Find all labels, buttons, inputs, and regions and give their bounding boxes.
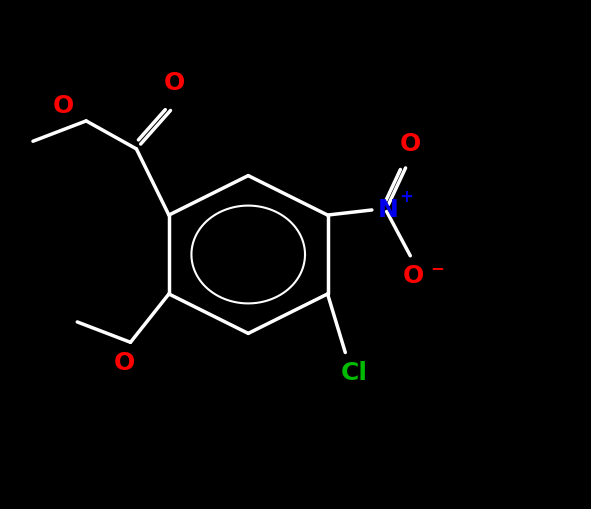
Text: +: + [399, 188, 413, 206]
Text: −: − [430, 260, 444, 277]
Text: N: N [378, 198, 399, 222]
Text: O: O [402, 264, 424, 288]
Text: O: O [164, 71, 186, 95]
Text: O: O [53, 94, 74, 118]
Text: O: O [114, 351, 135, 375]
Text: O: O [400, 132, 421, 156]
Text: Cl: Cl [340, 361, 368, 385]
